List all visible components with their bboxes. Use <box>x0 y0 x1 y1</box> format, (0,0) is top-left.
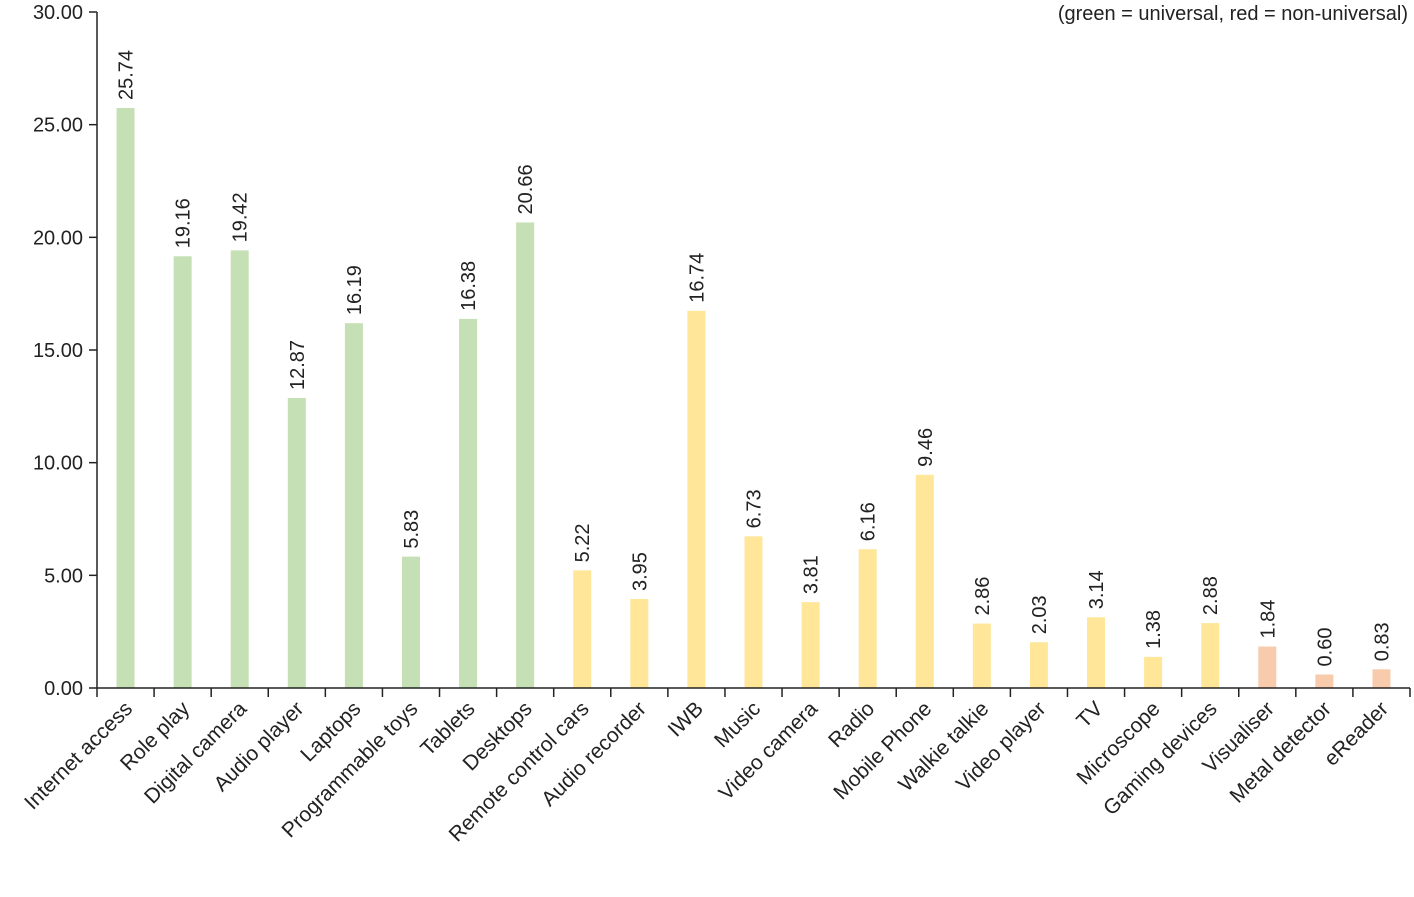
bar <box>401 556 420 688</box>
y-tick-label: 15.00 <box>33 340 83 362</box>
bar <box>801 602 820 688</box>
data-label: 3.14 <box>1086 570 1108 609</box>
x-tick-label: eReader <box>1320 697 1393 770</box>
data-label: 19.42 <box>230 192 252 242</box>
y-tick-label: 10.00 <box>33 453 83 475</box>
data-label: 0.60 <box>1314 628 1336 667</box>
bar <box>459 318 478 688</box>
x-tick-label: Mobile Phone <box>829 697 936 804</box>
data-label: 1.38 <box>1143 610 1165 649</box>
x-tick-label: Video camera <box>714 697 822 805</box>
legend-note: (green = universal, red = non-universal) <box>1058 3 1408 25</box>
x-tick-label: Digital camera <box>140 697 251 808</box>
bar <box>1372 669 1391 688</box>
bar <box>858 549 877 688</box>
bar <box>687 310 706 688</box>
bar <box>744 536 763 688</box>
x-tick-label: Audio recorder <box>537 697 651 811</box>
bar <box>116 107 135 688</box>
bar <box>1201 623 1220 688</box>
x-tick-label: TV <box>1072 697 1107 732</box>
bar <box>1144 656 1163 688</box>
data-label: 20.66 <box>515 164 537 214</box>
data-label: 2.88 <box>1200 576 1222 615</box>
bar <box>1258 646 1277 688</box>
data-label: 9.46 <box>915 428 937 467</box>
y-tick-label: 20.00 <box>33 227 83 249</box>
bars: 25.74 19.16 19.42 12.87 16.19 5.83 16.38 20.66 5… <box>116 50 1393 689</box>
data-label: 16.74 <box>686 253 708 303</box>
x-tick-label: Music <box>710 697 765 752</box>
bar <box>972 623 991 688</box>
bar <box>1087 617 1106 688</box>
x-tick-label: Metal detector <box>1226 697 1336 807</box>
x-tick-label: IWB <box>664 697 708 741</box>
data-label: 6.16 <box>858 502 880 541</box>
data-label: 25.74 <box>116 50 138 100</box>
data-label: 3.81 <box>801 555 823 594</box>
data-label: 2.86 <box>972 577 994 616</box>
data-label: 2.03 <box>1029 595 1051 634</box>
data-label: 0.83 <box>1371 622 1393 661</box>
y-tick-label: 30.00 <box>33 2 83 24</box>
y-tick-label: 25.00 <box>33 115 83 137</box>
bar <box>344 323 363 688</box>
data-label: 19.16 <box>173 198 195 248</box>
bar <box>173 256 192 688</box>
bar <box>1029 642 1048 688</box>
y-tick-label: 5.00 <box>44 565 83 587</box>
bar <box>1315 674 1334 688</box>
x-tick-label: Radio <box>824 697 879 752</box>
data-label: 5.83 <box>401 510 423 549</box>
data-label: 3.95 <box>629 552 651 591</box>
bar <box>287 397 306 688</box>
data-label: 12.87 <box>287 340 309 390</box>
bar <box>630 598 649 688</box>
data-label: 5.22 <box>572 523 594 562</box>
y-tick-label: 0.00 <box>44 678 83 700</box>
bar <box>230 250 249 689</box>
bar <box>915 474 934 688</box>
data-label: 16.38 <box>458 261 480 311</box>
bar <box>573 570 592 688</box>
data-label: 6.73 <box>744 489 766 528</box>
data-label: 1.84 <box>1257 600 1279 639</box>
y-axis: 0.00 5.00 10.00 15.00 20.00 25.00 30.00 <box>33 2 98 700</box>
bar <box>516 222 535 688</box>
data-label: 16.19 <box>344 265 366 315</box>
